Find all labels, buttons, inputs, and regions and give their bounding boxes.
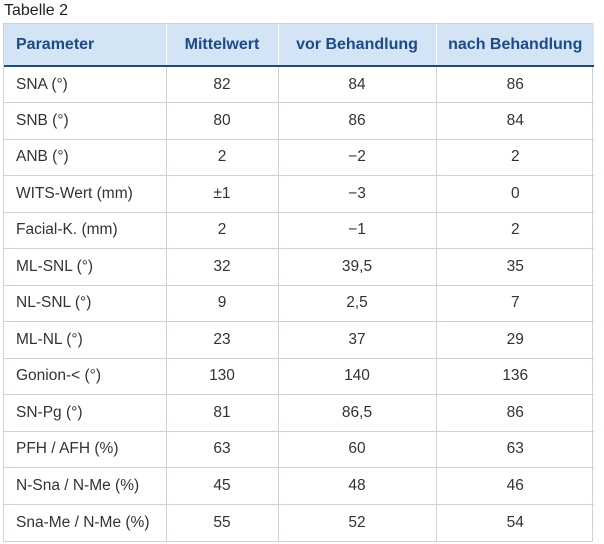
cell-parameter: ANB (°) bbox=[4, 138, 167, 176]
cell-nach-behandlung: 35 bbox=[436, 248, 594, 285]
cell-mittelwert: 9 bbox=[166, 284, 279, 322]
table-row: Sna-Me / N-Me (%) 55 52 54 bbox=[4, 503, 594, 541]
cell-vor-behandlung: 140 bbox=[278, 357, 437, 395]
table-row: N-Sna / N-Me (%) 45 48 46 bbox=[4, 467, 594, 504]
header-nach-behandlung: nach Behandlung bbox=[436, 24, 594, 67]
cell-nach-behandlung: 86 bbox=[506, 75, 524, 93]
cell-mittelwert: 130 bbox=[166, 357, 279, 395]
cell-parameter: Gonion-< (°) bbox=[4, 357, 167, 395]
cell-vor-behandlung: 37 bbox=[278, 321, 437, 358]
cell-parameter: ML-NL (°) bbox=[4, 321, 167, 358]
table-header-row: Parameter Mittelwert vor Behandlung nach… bbox=[4, 24, 594, 67]
cell-nach-behandlung: 136 bbox=[436, 357, 594, 395]
cell-mittelwert: 81 bbox=[166, 394, 279, 431]
cell-parameter: ML-SNL (°) bbox=[4, 248, 167, 285]
header-mittelwert: Mittelwert bbox=[166, 24, 279, 67]
table-row: ML-SNL (°) 32 39,5 35 bbox=[4, 248, 594, 285]
cell-vor-behandlung: 48 bbox=[278, 467, 437, 504]
cell-mittelwert: ±1 bbox=[166, 175, 279, 212]
cell-mittelwert: 82 bbox=[166, 66, 279, 103]
table-row: Facial-K. (mm) 2 −1 2 bbox=[4, 211, 594, 249]
cell-nach-behandlung: 54 bbox=[436, 503, 594, 541]
cell-mittelwert: 2 bbox=[166, 211, 279, 249]
cell-parameter: Facial-K. (mm) bbox=[4, 211, 167, 249]
cell-nach-behandlung: 29 bbox=[436, 321, 594, 358]
cell-parameter: SNA (°) bbox=[4, 66, 167, 103]
header-parameter: Parameter bbox=[4, 24, 167, 67]
cell-parameter: PFH / AFH (%) bbox=[4, 430, 167, 468]
cell-mittelwert: 63 bbox=[166, 430, 279, 468]
table-row: Gonion-< (°) 130 140 136 bbox=[4, 357, 594, 395]
cell-nach-behandlung: 7 bbox=[436, 284, 594, 322]
cell-parameter: SN-Pg (°) bbox=[4, 394, 167, 431]
data-table-container: Parameter Mittelwert vor Behandlung nach… bbox=[3, 23, 594, 542]
cell-parameter: WITS-Wert (mm) bbox=[4, 175, 167, 212]
cell-mittelwert: 23 bbox=[166, 321, 279, 358]
cell-mittelwert: 55 bbox=[166, 503, 279, 541]
table-row: SNB (°) 80 86 84 bbox=[4, 102, 594, 139]
cell-vor-behandlung: 84 bbox=[278, 66, 437, 103]
header-vor-behandlung: vor Behandlung bbox=[278, 24, 437, 67]
cell-mittelwert: 80 bbox=[166, 102, 279, 139]
table-caption: Tabelle 2 bbox=[4, 2, 69, 19]
table-row: SNA (°) 82 84 86 bbox=[4, 66, 594, 103]
cell-vor-behandlung: 86 bbox=[278, 102, 437, 139]
cell-vor-behandlung: −3 bbox=[278, 175, 437, 212]
cell-parameter: N-Sna / N-Me (%) bbox=[4, 467, 167, 504]
cell-vor-behandlung: 39,5 bbox=[278, 248, 437, 285]
table-row: ML-NL (°) 23 37 29 bbox=[4, 321, 594, 358]
cell-vor-behandlung: 86,5 bbox=[278, 394, 437, 431]
cell-nach-behandlung: 2 bbox=[436, 211, 594, 249]
cell-mittelwert: 2 bbox=[166, 138, 279, 176]
table-row: SN-Pg (°) 81 86,5 86 bbox=[4, 394, 594, 431]
cell-nach-behandlung: 2 bbox=[436, 138, 594, 176]
cell-mittelwert: 45 bbox=[166, 467, 279, 504]
cell-vor-behandlung: 52 bbox=[278, 503, 437, 541]
table-row: WITS-Wert (mm) ±1 −3 0 bbox=[4, 175, 594, 212]
cell-nach-behandlung: 63 bbox=[436, 430, 594, 468]
cell-vor-behandlung: 2,5 bbox=[278, 284, 437, 322]
data-table: Parameter Mittelwert vor Behandlung nach… bbox=[4, 24, 594, 541]
cell-parameter: NL-SNL (°) bbox=[4, 284, 167, 322]
table-row: PFH / AFH (%) 63 60 63 bbox=[4, 430, 594, 468]
cell-nach-behandlung: 0 bbox=[436, 175, 594, 212]
cell-vor-behandlung: −1 bbox=[278, 211, 437, 249]
cell-nach-behandlung: 86 bbox=[436, 394, 594, 431]
cell-nach-behandlung: 84 bbox=[436, 102, 594, 139]
table-row: NL-SNL (°) 9 2,5 7 bbox=[4, 284, 594, 322]
cell-mittelwert: 32 bbox=[166, 248, 279, 285]
cell-parameter: Sna-Me / N-Me (%) bbox=[4, 503, 167, 541]
cell-vor-behandlung: 60 bbox=[278, 430, 437, 468]
table-row: ANB (°) 2 −2 2 bbox=[4, 138, 594, 176]
cell-nach-behandlung: 46 bbox=[436, 467, 594, 504]
cell-parameter: SNB (°) bbox=[4, 102, 167, 139]
cell-vor-behandlung: −2 bbox=[278, 138, 437, 176]
